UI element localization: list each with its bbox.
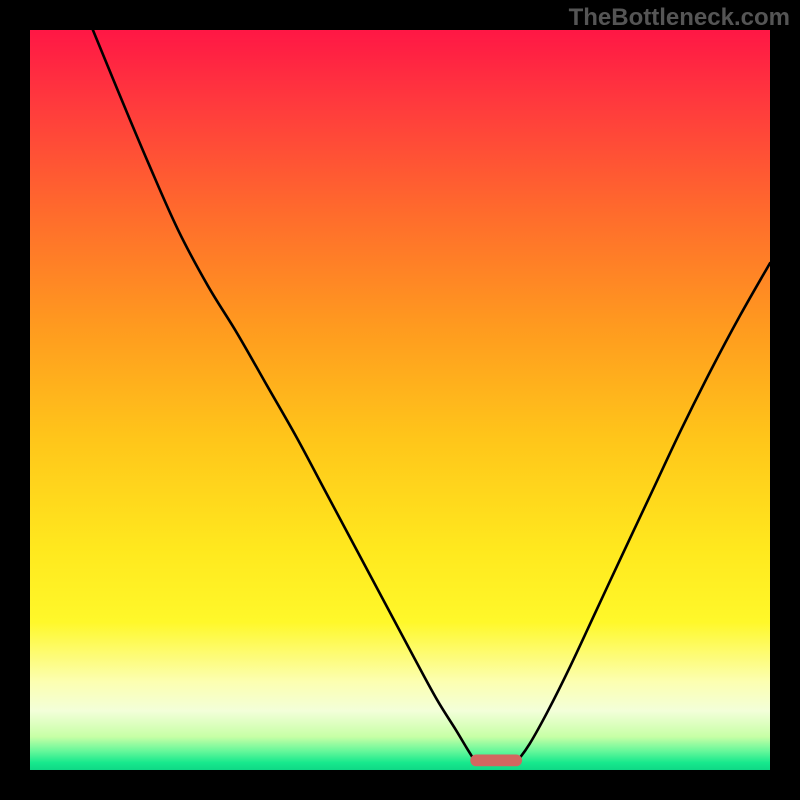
curve-layer [30,30,770,770]
curve-right [518,263,770,760]
watermark-text: TheBottleneck.com [569,4,790,32]
minimum-marker [470,754,522,766]
curve-left [93,30,474,760]
plot-area [30,30,770,770]
